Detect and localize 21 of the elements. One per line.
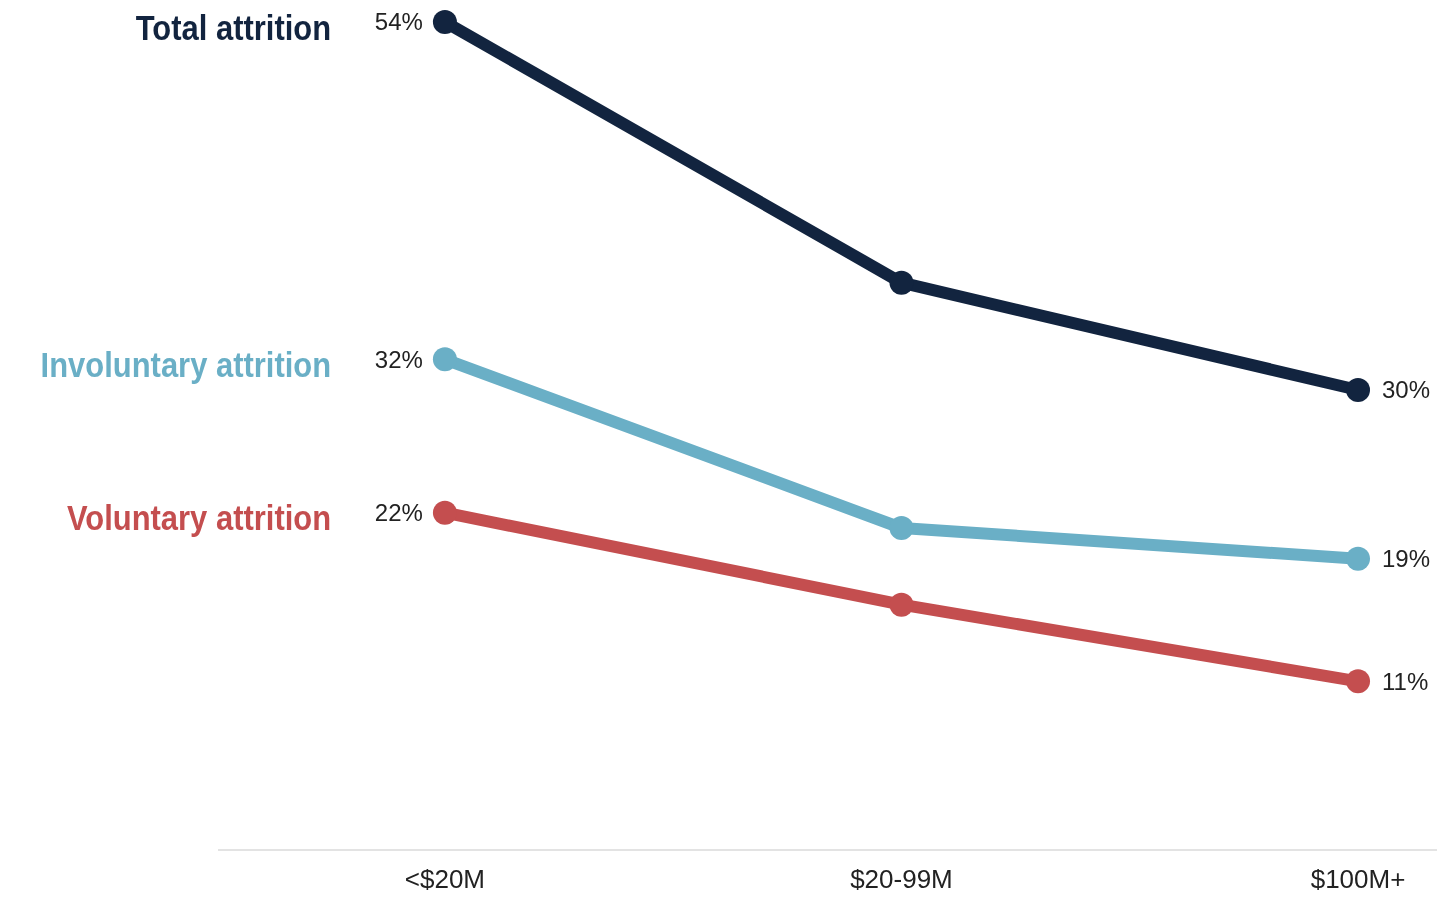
x-tick-label: <$20M (404, 864, 486, 895)
point (889, 592, 914, 617)
point (1346, 669, 1371, 694)
x-tick-label: $20-99M (850, 864, 953, 895)
text: Involuntary attrition (40, 344, 332, 385)
point (889, 516, 914, 540)
point (1346, 378, 1371, 402)
data-label: 54% (374, 8, 423, 36)
text: Total attrition (135, 7, 332, 48)
data-label: 22% (374, 499, 423, 527)
data-label: 30% (1382, 376, 1431, 404)
point (432, 347, 457, 372)
data-label: 19% (1382, 545, 1431, 573)
data-label: 11% (1382, 667, 1429, 695)
point (432, 10, 457, 34)
text: Voluntary attrition (66, 498, 332, 538)
point (889, 270, 914, 295)
x-tick-label: $100M+ (1310, 864, 1406, 895)
point (432, 500, 457, 525)
point (1346, 546, 1371, 571)
data-label: 32% (374, 345, 423, 373)
